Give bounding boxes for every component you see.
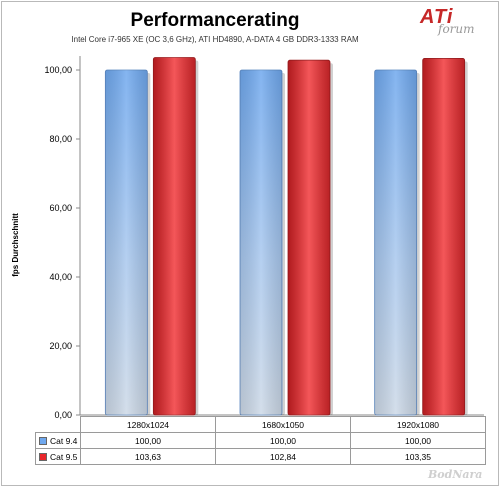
bar-highlight [105, 70, 148, 415]
data-label: 102,84 [215, 448, 351, 465]
legend-entry-cat94: Cat 9.4 [35, 432, 81, 449]
bar-highlight [240, 70, 282, 415]
y-tick-label: 0,00 [54, 410, 72, 420]
table-header-row: 1280x1024 1680x1050 1920x1080 [35, 416, 486, 433]
legend-swatch-red [39, 453, 47, 462]
y-tick-label: 40,00 [49, 272, 72, 282]
table-corner [35, 416, 81, 433]
axes [79, 56, 484, 416]
logo-subtext: forum [438, 22, 475, 36]
data-label: 103,63 [80, 448, 216, 465]
data-label: 100,00 [80, 432, 216, 449]
data-label: 103,35 [350, 448, 486, 465]
data-label: 100,00 [350, 432, 486, 449]
bar-highlight [153, 57, 196, 415]
bar-highlight [288, 60, 330, 416]
table-row-series-1: Cat 9.4 100,00 100,00 100,00 [35, 432, 486, 449]
data-label: 100,00 [215, 432, 351, 449]
data-table: 1280x1024 1680x1050 1920x1080 Cat 9.4 10… [35, 416, 486, 465]
category-label: 1920x1080 [350, 416, 486, 433]
legend-label: Cat 9.5 [50, 451, 78, 462]
y-tick-label: 60,00 [49, 203, 72, 213]
logo-brand: ATi [420, 6, 454, 28]
chart-subtitle: Intel Core i7-965 XE (OC 3,6 GHz), ATI H… [71, 35, 359, 44]
legend-label: Cat 9.4 [50, 435, 78, 446]
table-row-series-2: Cat 9.5 103,63 102,84 103,35 [35, 448, 486, 465]
bar-highlight [374, 70, 417, 415]
legend-swatch-blue [39, 437, 47, 446]
watermark: BodNara [428, 468, 483, 481]
category-label: 1680x1050 [215, 416, 351, 433]
chart-title: Performancerating [130, 10, 300, 31]
bars [104, 57, 468, 416]
y-tick-label: 20,00 [49, 341, 72, 351]
y-tick-label: 100,00 [44, 65, 72, 75]
category-label: 1280x1024 [80, 416, 216, 433]
y-tick-label: 80,00 [49, 134, 72, 144]
bar-highlight [422, 58, 465, 415]
ati-forum-logo: ATi forum [420, 6, 490, 40]
legend-entry-cat95: Cat 9.5 [35, 448, 81, 465]
y-ticks: 0,00 20,00 40,00 60,00 80,00 100,00 [44, 65, 80, 420]
